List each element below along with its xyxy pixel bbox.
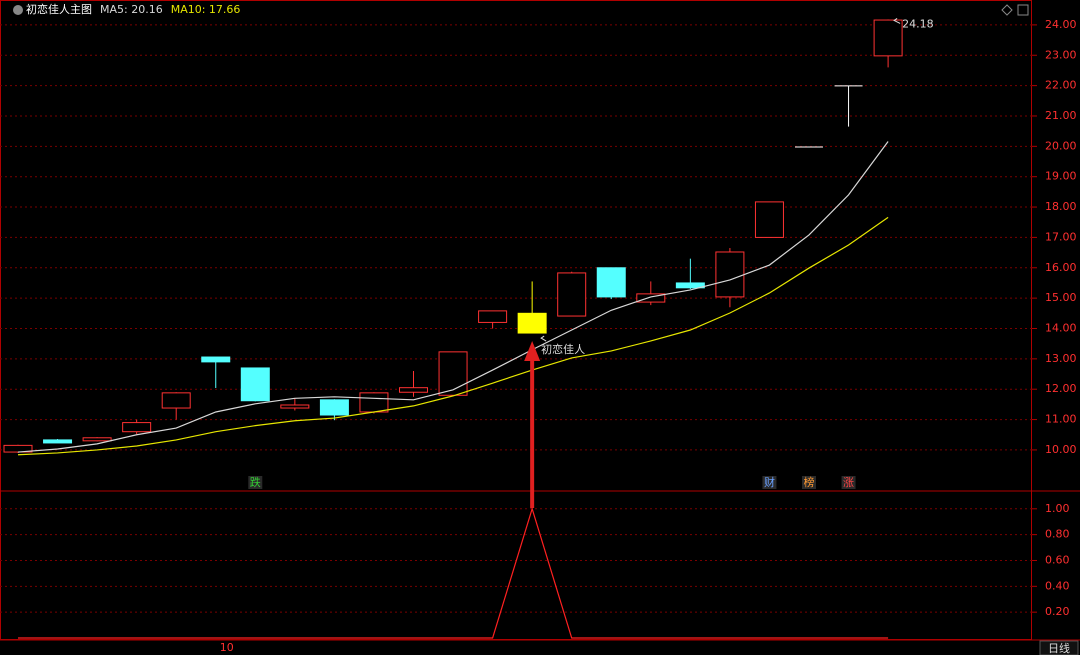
period-tab-label: 日线 <box>1048 641 1070 655</box>
signal-text: 涨 <box>843 476 854 489</box>
y-tick-label: 1.00 <box>1045 502 1070 515</box>
y-tick-label: 22.00 <box>1045 79 1077 92</box>
candle-body <box>319 399 349 416</box>
ma-line <box>17 216 889 456</box>
y-tick-label: 24.00 <box>1045 18 1077 31</box>
ma-line <box>17 141 889 453</box>
chart-title: 初恋佳人主图 <box>26 2 92 16</box>
candle-body <box>240 367 270 402</box>
y-tick-label: 0.80 <box>1045 528 1070 541</box>
signal-badge <box>841 476 856 489</box>
signal-text: 榜 <box>804 475 815 489</box>
candle-body <box>201 356 231 363</box>
y-tick-label: 16.00 <box>1045 261 1077 274</box>
indicator-line <box>18 506 889 639</box>
candle-body <box>715 251 745 298</box>
candle-body <box>43 439 73 444</box>
candle-body <box>517 312 547 334</box>
y-tick-label: 13.00 <box>1045 352 1077 365</box>
menu-icon[interactable] <box>13 5 23 15</box>
candle-body <box>596 267 626 298</box>
legend-entry: MA5: 20.16 <box>100 3 163 16</box>
y-tick-label: 11.00 <box>1045 413 1077 426</box>
legend-entry: MA10: 17.66 <box>171 3 241 16</box>
y-tick-label: 19.00 <box>1045 170 1077 183</box>
candle-body <box>82 437 112 442</box>
y-tick-label: 23.00 <box>1045 48 1077 61</box>
y-tick-label: 20.00 <box>1045 139 1077 152</box>
y-tick-label: 0.60 <box>1045 553 1070 566</box>
candle-body <box>478 310 508 323</box>
candle-body <box>280 404 310 409</box>
y-tick-label: 0.40 <box>1045 579 1070 592</box>
signal-label: 初恋佳人 <box>541 342 585 356</box>
y-tick-label: 17.00 <box>1045 230 1077 243</box>
candle-body <box>873 19 903 57</box>
candle-body <box>636 293 666 303</box>
candle-body <box>675 282 705 289</box>
settings-icon[interactable] <box>1001 4 1013 16</box>
candle-body <box>399 387 428 393</box>
y-tick-label: 12.00 <box>1045 382 1077 395</box>
candle-body <box>754 201 784 238</box>
candle-body <box>359 392 389 413</box>
period-tab[interactable] <box>1039 640 1079 655</box>
x-tick-label: 10 <box>220 641 234 654</box>
signal-badge <box>248 476 263 489</box>
high-label: 24.18 <box>902 17 934 30</box>
y-tick-label: 10.00 <box>1045 443 1077 456</box>
high-arrow <box>893 18 901 24</box>
y-tick-label: 0.20 <box>1045 605 1070 618</box>
signal-text: 财 <box>764 475 775 489</box>
signal-badge <box>762 476 777 489</box>
y-tick-label: 21.00 <box>1045 109 1077 122</box>
signal-badge <box>802 476 816 489</box>
y-tick-label: 15.00 <box>1045 291 1077 304</box>
signal-arrow-head <box>524 341 541 362</box>
plot-frame <box>0 0 1032 640</box>
candle-body <box>122 422 152 433</box>
candle-body <box>557 272 587 317</box>
y-tick-label: 18.00 <box>1045 200 1077 213</box>
window-icon[interactable] <box>1017 4 1029 16</box>
candle-body <box>161 392 191 409</box>
y-tick-label: 14.00 <box>1045 321 1077 334</box>
signal-pointer <box>540 335 547 342</box>
candle-body <box>438 351 468 396</box>
signal-text: 跌 <box>250 475 261 489</box>
